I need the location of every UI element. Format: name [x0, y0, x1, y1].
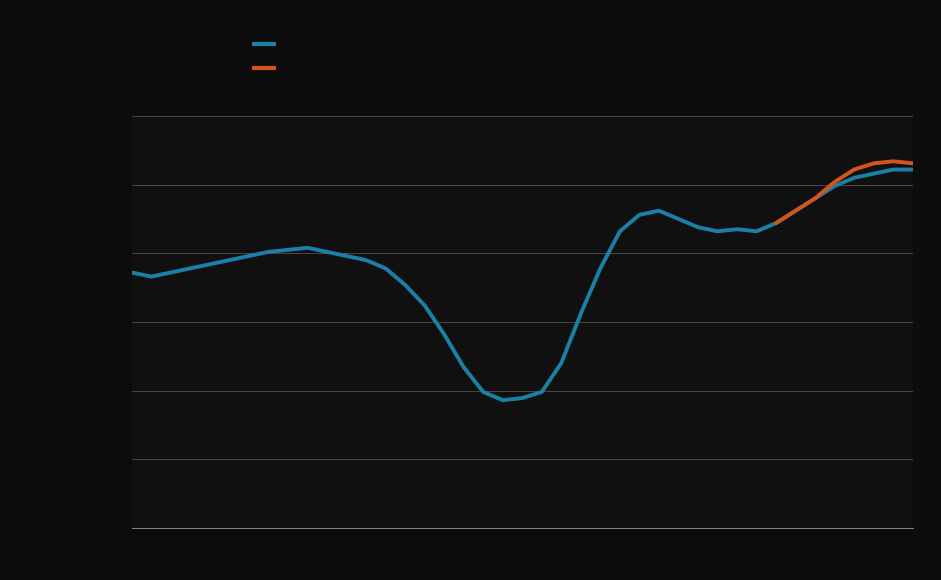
Legend: , : , — [248, 32, 291, 81]
